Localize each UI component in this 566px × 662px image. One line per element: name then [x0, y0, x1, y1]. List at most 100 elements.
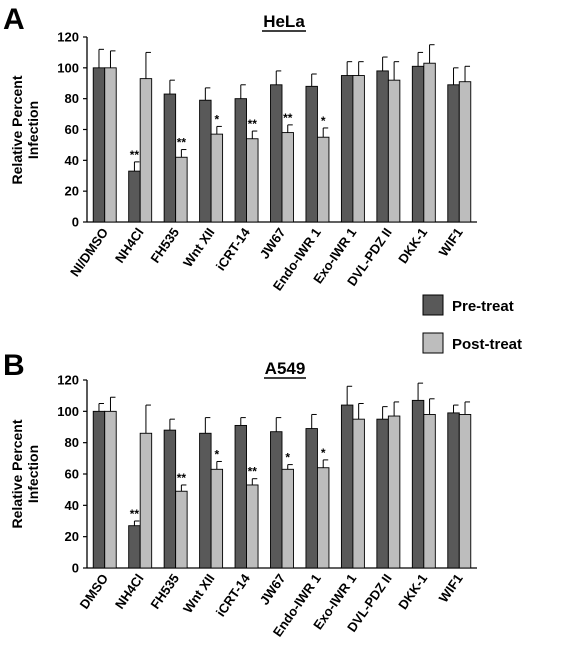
x-tick-label: DKK-1: [395, 571, 430, 612]
significance-mark: *: [215, 112, 220, 126]
bar-post-treat: [423, 414, 436, 569]
significance-mark: **: [248, 465, 258, 479]
y-tick-label: 80: [65, 435, 79, 450]
y-tick-label: 120: [57, 373, 79, 388]
significance-mark: *: [321, 114, 326, 128]
bar-post-treat: [352, 75, 365, 223]
x-tick-label: WIF1: [436, 571, 466, 605]
y-tick-label: 100: [57, 404, 79, 419]
y-tick-label: 60: [65, 122, 79, 137]
bar-pre-treat: [270, 84, 283, 223]
bar-pre-treat: [447, 84, 460, 223]
x-tick-label: iCRT-14: [213, 224, 253, 273]
bar-post-treat: [246, 138, 259, 223]
bar-post-treat: [387, 79, 401, 223]
bar-pre-treat: [340, 75, 354, 223]
bar-pre-treat: [163, 429, 177, 569]
legend-swatch-pre-treat: [422, 294, 444, 316]
bar-pre-treat: [234, 98, 247, 223]
bar-post-treat: [139, 78, 153, 223]
y-tick-label: 20: [65, 529, 79, 544]
bar-pre-treat: [128, 525, 141, 569]
chart-a549: Relative PercentInfection 0 20 40 60 80 100 120…: [9, 373, 477, 639]
bar-post-treat: [458, 81, 472, 223]
significance-mark: *: [321, 446, 326, 460]
legend-swatch-post-treat: [422, 332, 444, 354]
y-tick-label: 120: [57, 30, 79, 45]
x-tick-label: iCRT-14: [213, 570, 253, 619]
x-tick-label: NI/DMSO: [67, 225, 111, 279]
legend: Pre-treat Post-treat: [422, 294, 522, 354]
significance-mark: **: [248, 117, 258, 131]
significance-mark: *: [215, 447, 220, 461]
bar-post-treat: [387, 415, 401, 569]
bar-post-treat: [246, 484, 259, 569]
significance-mark: **: [177, 471, 187, 485]
bar-pre-treat: [199, 99, 212, 223]
y-tick-label: 20: [65, 184, 79, 199]
bar-pre-treat: [411, 65, 425, 223]
x-tick-label: FH535: [147, 225, 182, 266]
y-axis-label: Relative PercentInfection: [9, 419, 41, 528]
panel-b-letter: B: [3, 349, 25, 382]
bar-pre-treat: [199, 432, 212, 569]
y-tick-label: 0: [72, 561, 79, 576]
x-tick-label: JW67: [257, 571, 289, 607]
x-tick-label: JW67: [257, 225, 289, 261]
y-tick-label: 40: [65, 153, 79, 168]
bar-pre-treat: [305, 428, 318, 569]
y-tick-label: 0: [72, 215, 79, 230]
x-tick-label: NH4Cl: [112, 225, 147, 266]
bar-post-treat: [139, 432, 153, 569]
y-tick-label: 80: [65, 91, 79, 106]
y-tick-label: 40: [65, 498, 79, 513]
y-axis-label: Relative PercentInfection: [9, 75, 41, 184]
bar-post-treat: [317, 467, 330, 569]
bar-pre-treat: [270, 431, 283, 569]
bar-post-treat: [281, 468, 294, 569]
significance-mark: **: [283, 111, 293, 125]
bar-pre-treat: [376, 70, 389, 223]
x-tick-label: Wnt XII: [180, 571, 218, 616]
bar-pre-treat: [376, 418, 389, 569]
bar-pre-treat: [340, 404, 354, 569]
bar-pre-treat: [305, 85, 318, 223]
bar-pre-treat: [92, 410, 106, 569]
x-tick-label: DMSO: [77, 571, 112, 612]
panel-b-title: A549: [265, 359, 306, 378]
bar-pre-treat: [411, 399, 425, 569]
x-tick-label: FH535: [147, 571, 182, 612]
bar-pre-treat: [92, 67, 106, 223]
significance-mark: **: [130, 148, 140, 162]
x-tick-label: DKK-1: [395, 225, 430, 266]
bar-pre-treat: [163, 93, 177, 223]
bar-post-treat: [423, 62, 436, 223]
bar-post-treat: [175, 156, 188, 223]
bar-pre-treat: [447, 412, 460, 569]
panel-a-title: HeLa: [263, 12, 305, 31]
chart-hela: Relative PercentInfection 0 20 40 60 80 100 120…: [9, 30, 477, 293]
bar-post-treat: [352, 418, 365, 569]
significance-mark: **: [177, 136, 187, 150]
significance-mark: **: [130, 507, 140, 521]
bar-pre-treat: [234, 424, 247, 569]
bar-pre-treat: [128, 170, 141, 223]
significance-mark: *: [285, 451, 290, 465]
bar-post-treat: [210, 468, 224, 569]
y-tick-label: 100: [57, 60, 79, 75]
panel-a-letter: A: [3, 3, 25, 36]
x-tick-label: WIF1: [436, 225, 466, 259]
y-tick-label: 60: [65, 467, 79, 482]
bar-post-treat: [281, 132, 294, 223]
x-tick-label: Wnt XII: [180, 225, 218, 270]
legend-label-post-treat: Post-treat: [452, 336, 522, 353]
x-tick-label: NH4Cl: [112, 571, 147, 612]
bar-post-treat: [104, 67, 117, 223]
legend-label-pre-treat: Pre-treat: [452, 298, 514, 315]
bar-post-treat: [317, 136, 330, 223]
bar-post-treat: [458, 414, 472, 569]
bar-post-treat: [104, 410, 117, 569]
bar-post-treat: [175, 490, 188, 569]
bar-post-treat: [210, 133, 224, 223]
